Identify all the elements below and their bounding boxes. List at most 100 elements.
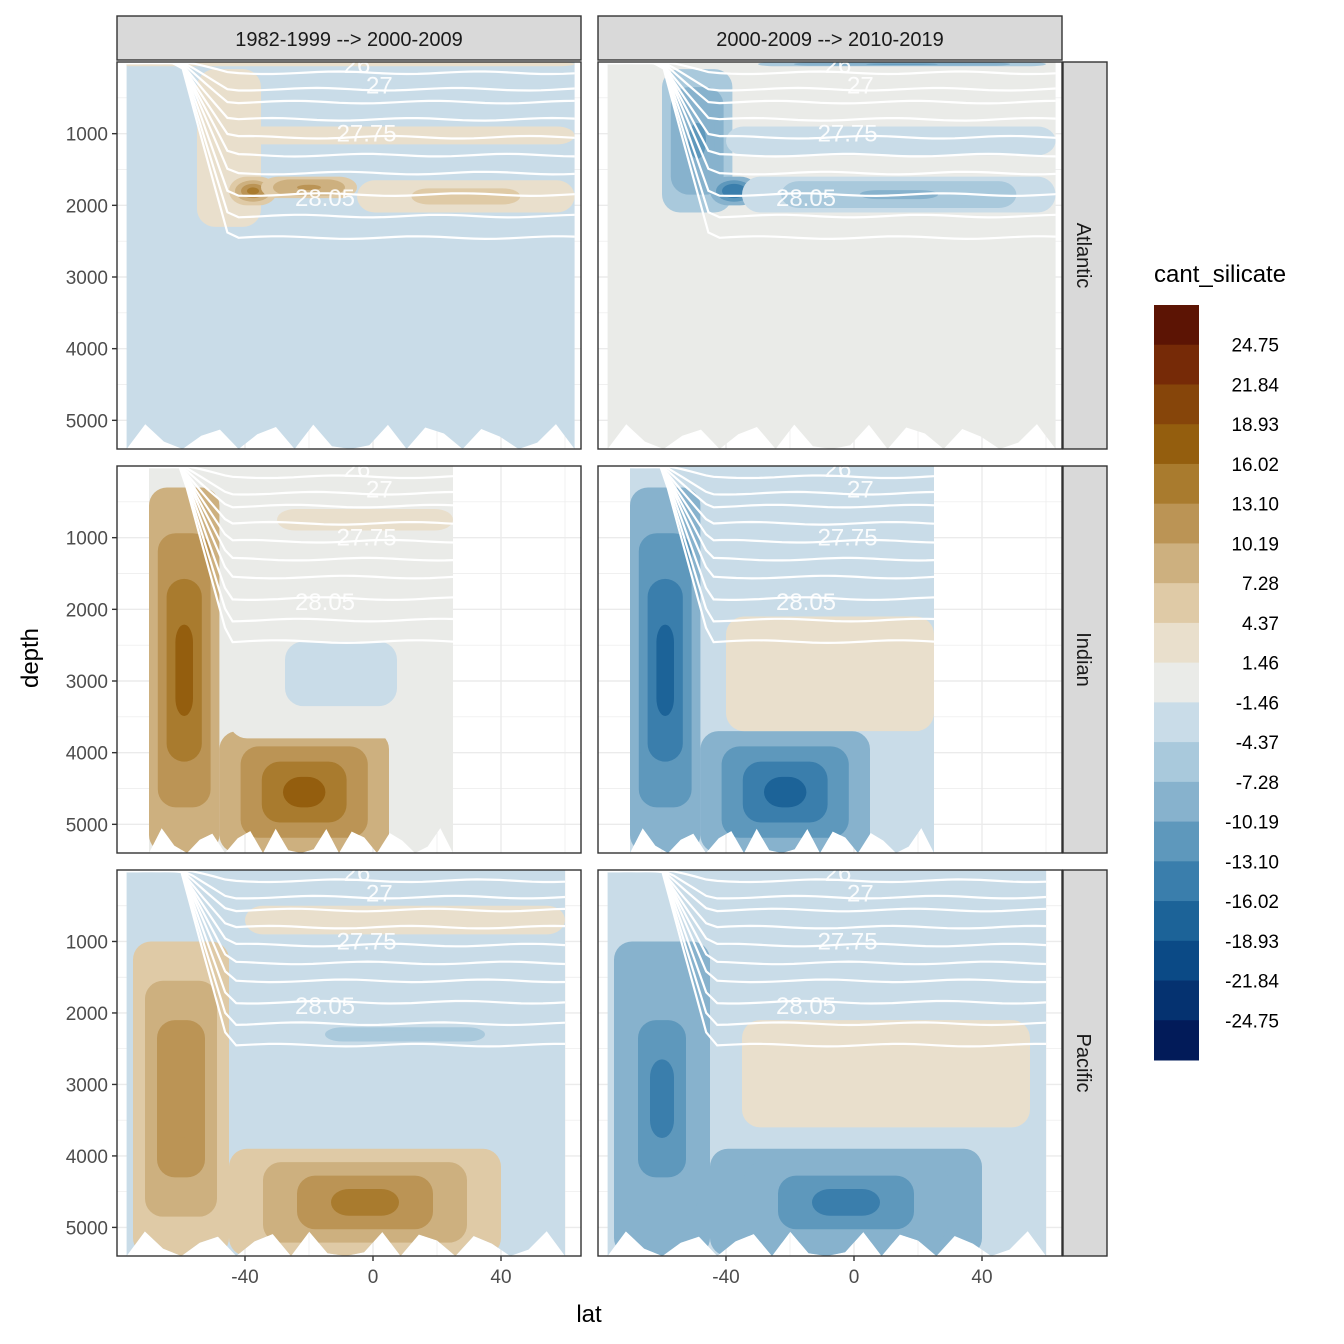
legend-swatch (1154, 1020, 1199, 1061)
density-contour-label: 26 (825, 860, 852, 887)
y-tick-label: 2000 (66, 600, 108, 621)
legend-swatch (1154, 940, 1199, 982)
isopycnal-line (607, 62, 1056, 140)
x-tick-label: 40 (971, 1267, 992, 1288)
isopycnal-line (126, 870, 565, 1048)
y-tick-label: 4000 (66, 1147, 108, 1168)
contour-band (850, 1060, 922, 1088)
density-contour-label: 26 (344, 456, 371, 483)
legend-label: 10.19 (1231, 534, 1279, 555)
legend-swatch (1154, 305, 1199, 346)
panel-border (116, 465, 582, 854)
isopycnal-line (607, 62, 1056, 76)
density-contour-label: 27.75 (818, 525, 878, 552)
isopycnal-line (607, 62, 1056, 241)
legend-swatch (1154, 662, 1199, 703)
legend-label: 24.75 (1231, 336, 1279, 357)
contour-band (728, 187, 740, 195)
x-tick-label: 40 (490, 1267, 511, 1288)
row-strip (1062, 465, 1108, 854)
facet-strips: 1982-1999 --> 2000-2009 2000-2009 --> 201… (116, 15, 1108, 1257)
contour-band (764, 776, 807, 808)
contour-band (288, 63, 403, 65)
legend-swatch (1154, 622, 1199, 664)
isopycnal-line (607, 62, 1056, 176)
isopycnal-line (607, 870, 1046, 884)
isopycnal-line (126, 870, 565, 948)
isopycnal-line (630, 466, 934, 526)
row-strip (1062, 869, 1108, 1257)
panel-border (597, 61, 1063, 450)
contour-field (607, 62, 1056, 449)
isopycnal-line (149, 466, 453, 509)
contour-band (331, 1188, 399, 1216)
legend-swatch (1154, 781, 1199, 823)
contour-band (365, 1030, 445, 1038)
isopycnal-line (149, 466, 453, 623)
density-contour-label: 28.05 (776, 185, 836, 212)
contour-band (297, 184, 321, 191)
isopycnal-line (126, 870, 565, 1027)
column-strip (597, 15, 1063, 61)
isopycnal-line (126, 870, 565, 966)
isopycnal-line (149, 466, 453, 580)
row-strip-label: Atlantic (1072, 223, 1094, 289)
y-axis-title: depth (17, 628, 44, 688)
legend-label: 21.84 (1231, 375, 1279, 396)
isopycnal-line (149, 466, 453, 496)
legend-swatch (1154, 384, 1199, 425)
legend-swatch (1154, 503, 1199, 544)
row-strip (1062, 61, 1108, 450)
density-contour-label: 27 (847, 73, 874, 100)
contour-band (656, 624, 674, 716)
isopycnal-line (126, 62, 575, 219)
x-tick-label: 0 (368, 1267, 379, 1288)
isopycnal-line (149, 466, 453, 480)
legend-label: -1.46 (1236, 693, 1279, 714)
y-tick-label: 5000 (66, 1218, 108, 1239)
isopycnal-line (126, 870, 565, 900)
contour-band (175, 624, 193, 716)
legend-label: -4.37 (1236, 733, 1279, 754)
isopycnal-line (126, 62, 575, 198)
isopycnal-line (607, 62, 1056, 92)
legend: cant_silicate 24.75 21.84 18.93 16.02 13.10 1… (1154, 261, 1286, 1061)
legend-label: 7.28 (1242, 574, 1279, 595)
isopycnal-line (126, 62, 575, 241)
contour-band (169, 1059, 193, 1139)
isopycnal-line (126, 870, 565, 1005)
x-tick-label: 0 (849, 1267, 860, 1288)
density-contour-label: 28.05 (776, 993, 836, 1020)
legend-swatch (1154, 821, 1199, 862)
y-tick-label: 3000 (66, 268, 108, 289)
legend-swatch (1154, 861, 1199, 902)
isopycnal-line (630, 466, 934, 623)
isopycnal-line (149, 466, 453, 602)
legend-swatch (1154, 543, 1199, 584)
y-tick-label: 3000 (66, 1075, 108, 1096)
contour-band (812, 1188, 880, 1216)
legend-label: -16.02 (1225, 892, 1279, 913)
isopycnal-line (126, 62, 575, 92)
isopycnal-lines (126, 62, 575, 241)
x-tick-label: -40 (712, 1267, 739, 1288)
density-contour-label: 26 (825, 456, 852, 483)
y-tick-label: 3000 (66, 672, 108, 693)
contour-band (343, 517, 387, 523)
isopycnal-line (607, 870, 1046, 984)
y-tick-label: 2000 (66, 196, 108, 217)
isopycnal-lines (607, 870, 1046, 1048)
density-contour-label: 28.05 (776, 589, 836, 616)
isopycnal-line (126, 870, 565, 984)
legend-swatch (1154, 344, 1199, 385)
density-contour-label: 28.05 (295, 993, 355, 1020)
legend-label: -13.10 (1225, 852, 1279, 873)
x-tick-label: -40 (231, 1267, 258, 1288)
legend-label: -10.19 (1225, 813, 1279, 834)
legend-swatch (1154, 463, 1199, 505)
